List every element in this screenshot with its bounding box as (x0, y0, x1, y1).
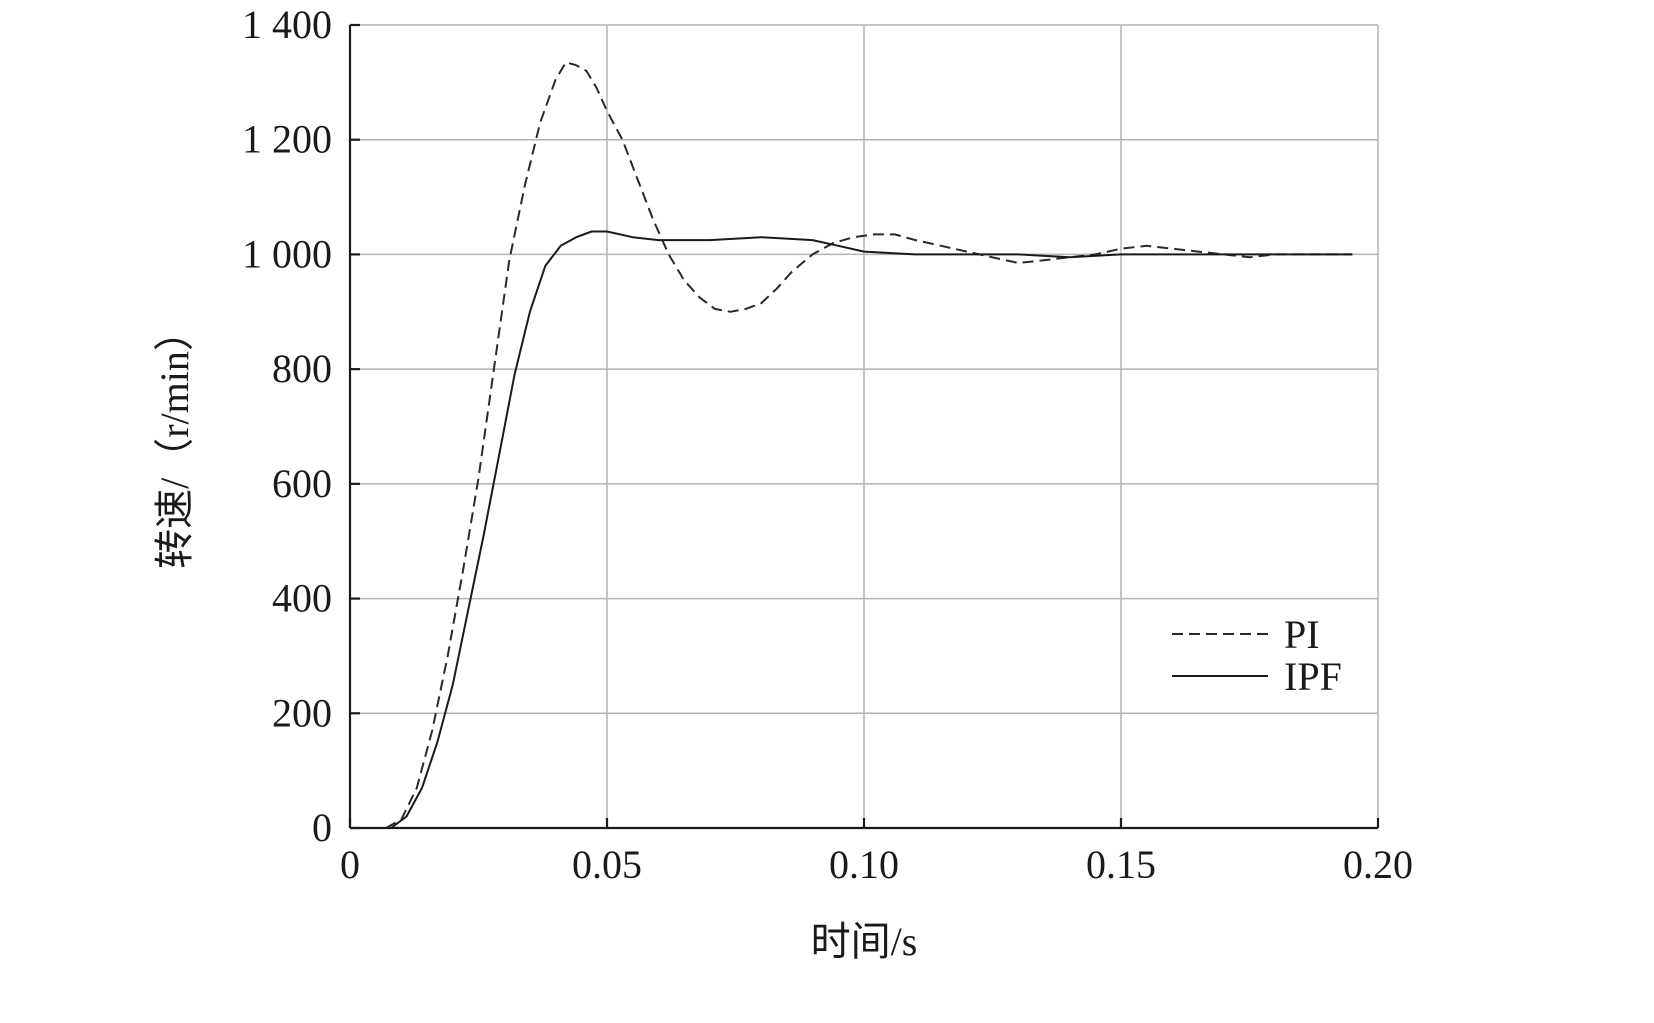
x-tick-label: 0.20 (1343, 842, 1413, 887)
axes-layer (348, 23, 1380, 830)
x-tick-label: 0.05 (572, 842, 642, 887)
series-layer (385, 61, 1353, 829)
y-tick-label: 400 (272, 576, 332, 621)
y-tick-label: 1 000 (242, 231, 332, 276)
y-axis-title: 转速/（r/min） (152, 311, 197, 569)
x-tick-label: 0.15 (1086, 842, 1156, 887)
y-tick-label: 1 200 (242, 117, 332, 162)
y-tick-label: 0 (312, 805, 332, 850)
y-tick-label: 600 (272, 461, 332, 506)
x-tick-label: 0 (340, 842, 360, 887)
x-axis-title: 时间/s (811, 919, 918, 964)
y-tick-label: 1 400 (242, 2, 332, 47)
legend-label-ipf: IPF (1284, 654, 1342, 699)
legend: PI IPF (1172, 612, 1342, 699)
grid-layer (350, 24, 1379, 828)
y-tick-label: 800 (272, 346, 332, 391)
y-tick-label: 200 (272, 690, 332, 735)
legend-label-pi: PI (1284, 612, 1320, 657)
x-tick-label: 0.10 (829, 842, 899, 887)
series-line-pi (385, 61, 1353, 829)
series-line-ipf (390, 230, 1353, 829)
tick-label-layer: 0 200 400 600 800 1 000 1 200 1 400 0 0.05 0.10 0.1… (242, 2, 1413, 887)
